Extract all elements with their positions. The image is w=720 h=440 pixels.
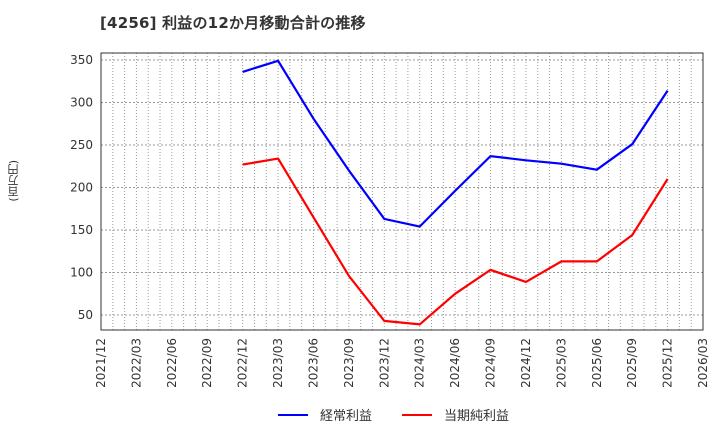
- chart-title: [4256] 利益の12か月移動合計の推移: [100, 14, 366, 32]
- x-tick-label: 2024/12: [519, 338, 533, 388]
- x-tick-label: 2022/06: [165, 338, 179, 388]
- x-tick-label: 2023/03: [271, 338, 285, 388]
- x-tick-label: 2021/12: [94, 338, 108, 388]
- gridlines: [101, 53, 703, 330]
- legend-item-ordinary-profit: 経常利益: [278, 405, 372, 424]
- y-tick-label: 250: [70, 138, 93, 152]
- x-tick-label: 2025/09: [625, 338, 639, 388]
- series-ordinary-profit-line: [242, 59, 669, 228]
- x-tick-label: 2022/03: [129, 338, 143, 388]
- x-tick-label: 2025/06: [590, 338, 604, 388]
- series-net-profit-line: [242, 157, 669, 326]
- x-tick-label: 2024/09: [484, 338, 498, 388]
- legend-line-red-icon: [402, 413, 433, 416]
- x-tick-label: 2026/03: [696, 338, 710, 388]
- legend-label: 当期純利益: [444, 409, 510, 424]
- x-tick-label: 2025/12: [661, 338, 675, 388]
- y-tick-label: 150: [70, 223, 93, 237]
- legend-item-net-profit: 当期純利益: [402, 405, 509, 424]
- x-tick-label: 2024/06: [448, 338, 462, 388]
- y-tick-label: 50: [78, 308, 93, 322]
- x-tick-label: 2023/09: [342, 338, 356, 388]
- x-tick-label: 2023/06: [306, 338, 320, 388]
- x-tick-label: 2025/03: [554, 338, 568, 388]
- x-tick-label: 2022/09: [200, 338, 214, 388]
- x-tick-label: 2023/12: [377, 338, 391, 388]
- y-tick-label: 350: [70, 53, 93, 67]
- x-tick-label: 2024/03: [413, 338, 427, 388]
- y-axis-ticks: 50 100 150 200 250 300 350: [70, 53, 93, 322]
- plot-frame: [100, 52, 704, 331]
- y-tick-label: 100: [70, 266, 93, 280]
- y-tick-label: 200: [70, 181, 93, 195]
- legend-line-blue-icon: [278, 413, 308, 416]
- y-tick-label: 300: [70, 96, 93, 110]
- legend-label: 経常利益: [320, 409, 373, 424]
- x-axis-ticks: 2021/12 2022/03 2022/06 2022/09 2022/12 2023/…: [94, 338, 710, 388]
- data-series: [242, 59, 669, 326]
- x-tick-label: 2022/12: [236, 338, 250, 388]
- legend: 経常利益 当期純利益: [278, 405, 539, 424]
